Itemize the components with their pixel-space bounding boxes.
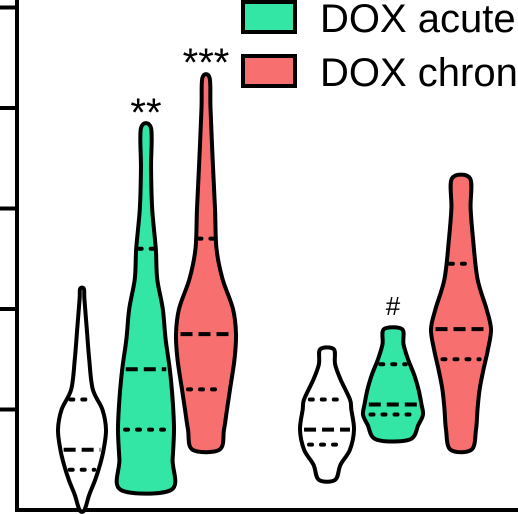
legend-label: DOX chronic: [320, 51, 518, 95]
violin-dox-acute-group-1: [114, 121, 178, 496]
violins: *****#: [55, 41, 494, 514]
legend-label: DOX acute: [320, 0, 516, 41]
significance-marker: **: [130, 91, 161, 135]
legend-swatch: [241, 0, 297, 34]
violin-dox-chronic-group-2: [428, 172, 494, 455]
legend: DOX acute DOX chronic: [241, 0, 518, 95]
significance-marker: #: [386, 291, 401, 321]
legend-swatch: [241, 54, 297, 88]
violin-dox-chronic-group-1: [173, 72, 239, 455]
significance-marker: ***: [183, 41, 230, 85]
violin-dox-acute-group-2: [360, 325, 426, 444]
violin-control-group-2: [297, 345, 357, 484]
